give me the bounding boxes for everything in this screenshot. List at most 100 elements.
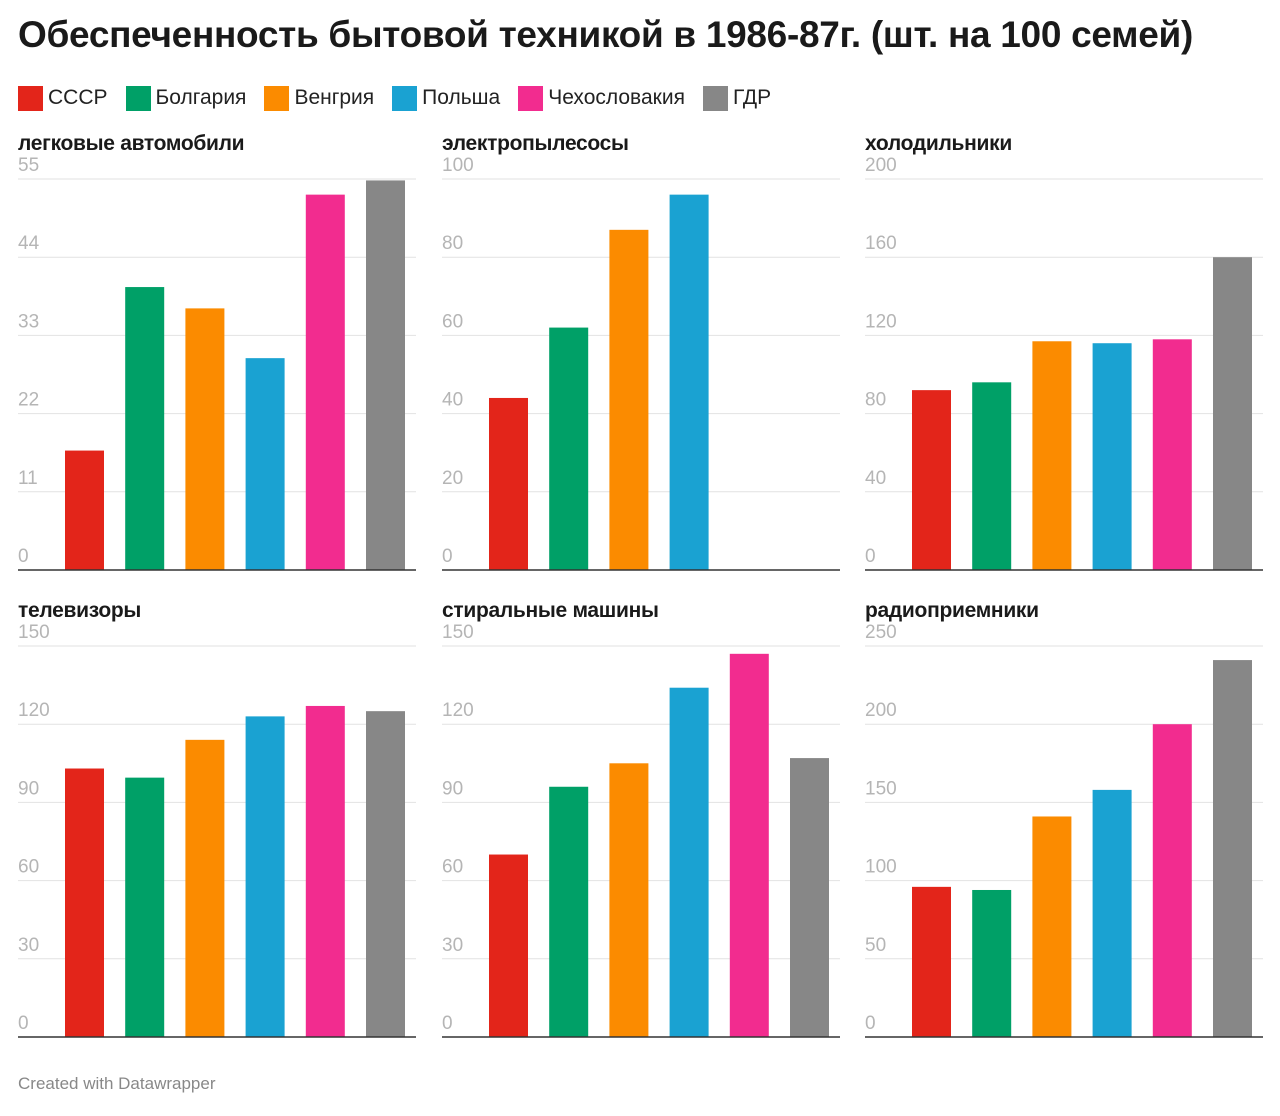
bar xyxy=(1152,724,1192,1037)
bar-chart-cars: 0 11 22 33 44 55 xyxy=(18,155,416,571)
y-tick-label: 33 xyxy=(18,311,39,332)
y-tick-label: 44 xyxy=(18,233,40,254)
panel-title: легковые автомобили xyxy=(18,132,245,155)
legend-label: Болгария xyxy=(155,86,247,109)
bar xyxy=(972,382,1012,570)
bar-chart-radios: 0 50 100 150 200 250 xyxy=(865,622,1263,1038)
y-tick-label: 100 xyxy=(442,155,474,176)
y-tick-label: 90 xyxy=(18,778,39,799)
bar xyxy=(245,716,285,1037)
bar-chart-washing-machines: 0 30 60 90 120 150 xyxy=(442,622,840,1038)
legend-item-gdr: ГДР xyxy=(702,85,772,111)
y-tick-label: 200 xyxy=(865,700,897,721)
bar xyxy=(549,786,589,1037)
y-tick-label: 80 xyxy=(442,233,463,254)
legend-item-poland: Польша xyxy=(392,85,501,111)
y-tick-label: 90 xyxy=(442,778,463,799)
y-tick-label: 100 xyxy=(865,857,897,878)
legend-item-bulgaria: Болгария xyxy=(125,85,247,111)
chart-panel-radios: радиоприемники 0 50 100 150 200 250 xyxy=(865,599,1265,1059)
bar xyxy=(366,180,405,570)
bar xyxy=(65,768,104,1037)
legend-label: ГДР xyxy=(732,86,772,109)
legend-item-ussr: СССР xyxy=(18,85,108,111)
bar xyxy=(1213,257,1252,570)
bar xyxy=(305,194,345,570)
y-tick-label: 160 xyxy=(865,233,897,254)
bar xyxy=(185,308,225,570)
bar xyxy=(489,397,528,570)
bar-chart-refrigerators: 0 40 80 120 160 200 xyxy=(865,155,1263,571)
chart-panel-televisions: телевизоры 0 30 60 90 120 150 xyxy=(18,599,418,1059)
y-tick-label: 200 xyxy=(865,155,897,176)
y-tick-label: 0 xyxy=(442,1013,453,1034)
y-tick-label: 0 xyxy=(18,546,29,567)
y-tick-label: 50 xyxy=(865,935,886,956)
legend-swatch xyxy=(392,85,418,111)
legend-label: Венгрия xyxy=(294,86,375,109)
panel-title: телевизоры xyxy=(18,599,142,622)
y-tick-label: 55 xyxy=(18,155,39,176)
legend-swatch xyxy=(518,85,544,111)
panel-title: стиральные машины xyxy=(442,599,659,622)
y-tick-label: 60 xyxy=(18,857,39,878)
y-tick-label: 120 xyxy=(865,311,897,332)
legend-swatch xyxy=(18,85,43,111)
bar xyxy=(185,739,225,1037)
bar xyxy=(125,777,165,1037)
bar xyxy=(912,390,951,570)
bar xyxy=(1152,339,1192,570)
y-tick-label: 60 xyxy=(442,857,463,878)
chart-panel-refrigerators: холодильники 0 40 80 120 160 200 xyxy=(865,132,1265,592)
y-tick-label: 60 xyxy=(442,311,463,332)
legend-label: Чехословакия xyxy=(548,86,685,109)
bar xyxy=(609,229,649,570)
bar xyxy=(1092,343,1132,570)
footer-credit: Created with Datawrapper xyxy=(18,1074,216,1093)
bar xyxy=(1032,341,1072,570)
y-tick-label: 120 xyxy=(18,700,50,721)
y-tick-label: 30 xyxy=(18,935,39,956)
y-tick-label: 40 xyxy=(442,390,463,411)
y-tick-label: 150 xyxy=(865,778,897,799)
legend-swatch xyxy=(125,85,151,111)
y-tick-label: 0 xyxy=(18,1013,29,1034)
bar xyxy=(489,854,528,1037)
y-tick-label: 150 xyxy=(18,622,50,643)
chart-panel-cars: легковые автомобили 0 11 22 33 44 55 xyxy=(18,132,418,592)
legend-item-czechoslovakia: Чехословакия xyxy=(518,85,685,111)
bar xyxy=(609,763,649,1037)
bar xyxy=(245,358,285,570)
chart-panel-washing-machines: стиральные машины 0 30 60 90 120 150 xyxy=(442,599,842,1059)
y-tick-label: 40 xyxy=(865,468,886,489)
y-tick-label: 80 xyxy=(865,390,886,411)
legend: СССР Болгария Венгрия Польша Чехословаки… xyxy=(18,85,789,111)
chart-panel-vacuum-cleaners: электропылесосы 0 20 40 60 80 100 xyxy=(442,132,842,592)
bar xyxy=(1092,789,1132,1037)
y-tick-label: 0 xyxy=(442,546,453,567)
y-tick-label: 0 xyxy=(865,546,876,567)
bar xyxy=(366,711,405,1037)
bar xyxy=(790,758,829,1037)
panel-title: холодильники xyxy=(865,132,1012,155)
legend-label: СССР xyxy=(48,86,108,109)
bar xyxy=(65,450,104,570)
chart-title: Обеспеченность бытовой техникой в 1986-8… xyxy=(18,14,1193,55)
bar xyxy=(912,886,951,1037)
bar xyxy=(549,327,589,570)
legend-item-hungary: Венгрия xyxy=(264,85,375,111)
y-tick-label: 22 xyxy=(18,390,39,411)
y-tick-label: 150 xyxy=(442,622,474,643)
y-tick-label: 30 xyxy=(442,935,463,956)
bar xyxy=(125,287,165,570)
y-tick-label: 120 xyxy=(442,700,474,721)
panel-title: электропылесосы xyxy=(442,132,629,155)
bar-chart-vacuum-cleaners: 0 20 40 60 80 100 xyxy=(442,155,840,571)
bar xyxy=(1213,660,1252,1037)
legend-swatch xyxy=(264,85,290,111)
bar xyxy=(669,194,709,570)
bar xyxy=(305,705,345,1037)
legend-label: Польша xyxy=(422,86,501,109)
bar xyxy=(669,687,709,1037)
bar xyxy=(1032,816,1072,1037)
